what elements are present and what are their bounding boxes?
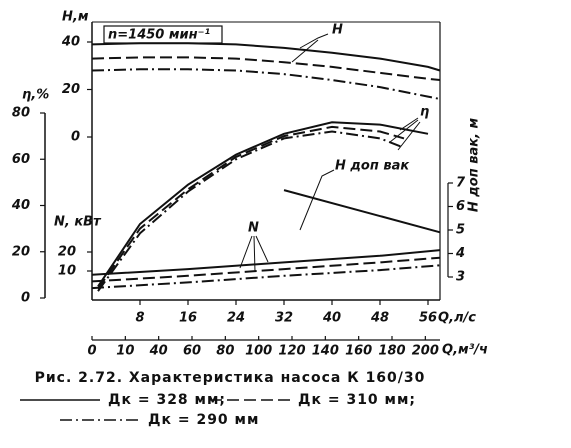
legend-label: Дк = 290 мм — [148, 412, 259, 428]
y-tick-label: 40 — [11, 198, 30, 213]
curve — [91, 56, 441, 81]
y-tick-label: 5 — [456, 223, 465, 238]
y-axis-label: N, кВт — [54, 215, 102, 230]
y-tick-label: 0 — [21, 291, 30, 306]
curve-label: η — [420, 105, 429, 120]
y-tick-label: 20 — [12, 244, 30, 259]
y-tick-label: 80 — [12, 106, 30, 121]
x2-tick-label: 100 — [245, 344, 272, 359]
y-axis-label: η,% — [22, 88, 49, 103]
x2-tick-label: 0 — [87, 344, 96, 359]
legend-label: Дк = 328 мм; — [108, 392, 226, 408]
x2-tick-label: 120 — [278, 344, 305, 359]
y-tick-label: 20 — [62, 82, 80, 97]
y-tick-label: 20 — [58, 245, 76, 260]
x-tick-label: 48 — [370, 311, 389, 326]
curve — [91, 68, 441, 100]
y-tick-label: 4 — [455, 246, 465, 261]
curve — [91, 42, 441, 72]
x2-tick-label: 200 — [412, 344, 439, 359]
leader — [291, 33, 329, 63]
x2-tick-label: 180 — [378, 344, 405, 359]
x2-tick-label: 40 — [149, 344, 168, 359]
legend-label: Дк = 310 мм; — [298, 392, 416, 408]
curve — [91, 249, 441, 276]
curve-label: H — [332, 23, 343, 38]
x2-tick-label: 60 — [183, 344, 201, 359]
curve-label: Н доп вак — [335, 159, 410, 174]
y-tick-label: 60 — [12, 152, 30, 167]
rpm-annotation: n=1450 мин⁻¹ — [108, 28, 210, 43]
x2-tick-label: 160 — [345, 344, 372, 359]
leader — [389, 117, 421, 151]
x-tick-label: 8 — [135, 311, 144, 326]
x2-tick-label: 80 — [216, 344, 234, 359]
x-tick-label: 24 — [227, 311, 245, 326]
curve — [97, 125, 405, 290]
curve — [91, 264, 441, 290]
x-tick-label: 40 — [322, 311, 341, 326]
leader — [299, 169, 335, 231]
y-tick-label: 3 — [456, 270, 465, 285]
x-tick-label: 16 — [179, 311, 197, 326]
curve — [91, 256, 441, 283]
x2-tick-label: 140 — [312, 344, 339, 359]
y-axis-label: Н доп вак, м — [467, 118, 482, 213]
y-tick-label: 10 — [58, 264, 76, 279]
x-tick-label: 56 — [419, 311, 437, 326]
curve — [97, 121, 429, 287]
leader — [239, 235, 269, 273]
y-tick-label: 0 — [71, 130, 80, 145]
y-tick-label: 6 — [456, 199, 465, 214]
curve — [97, 130, 405, 292]
y-tick-label: 40 — [61, 35, 80, 50]
x2-axis-label: Q,м³/ч — [442, 343, 488, 358]
y-axis-label: Н,м — [62, 10, 89, 25]
x-axis-label: Q,л/с — [438, 311, 476, 326]
x-tick-label: 32 — [275, 311, 293, 326]
curve-label: N — [248, 221, 259, 236]
curve — [283, 189, 441, 234]
caption: Рис. 2.72. Характеристика насоса К 160/3… — [35, 370, 426, 386]
y-tick-label: 7 — [456, 176, 466, 191]
x2-tick-label: 10 — [116, 344, 134, 359]
